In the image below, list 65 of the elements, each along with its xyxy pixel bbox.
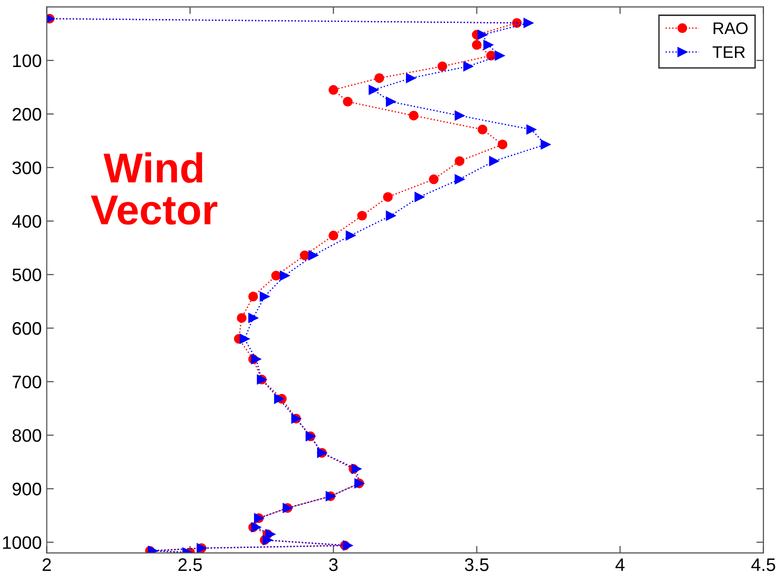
- x-tick-label: 2: [42, 558, 51, 571]
- point: [346, 230, 356, 240]
- point: [271, 270, 281, 281]
- point: [406, 73, 416, 83]
- point: [428, 174, 439, 184]
- point: [454, 156, 464, 166]
- y-tick-label: 1000: [3, 536, 42, 549]
- y-tick-label: 600: [12, 322, 42, 335]
- x-tick-label: 4.5: [751, 558, 776, 572]
- point: [483, 40, 494, 50]
- point: [374, 73, 384, 83]
- point: [386, 96, 396, 107]
- point: [486, 50, 496, 60]
- point: [357, 210, 367, 221]
- y-tick-label: 500: [12, 268, 42, 282]
- point: [274, 394, 284, 404]
- point: [494, 50, 505, 60]
- point: [383, 192, 393, 202]
- point: [248, 313, 258, 323]
- point: [489, 156, 499, 166]
- point: [265, 529, 276, 540]
- x-tick-label: 3.5: [464, 558, 489, 572]
- point: [526, 124, 536, 134]
- point: [342, 540, 353, 550]
- point: [240, 334, 250, 344]
- y-tick-label: 800: [12, 429, 42, 442]
- y-tick-label: 400: [12, 214, 42, 228]
- point: [251, 522, 261, 532]
- point: [408, 110, 419, 120]
- point: [472, 40, 482, 50]
- point: [454, 110, 464, 120]
- point: [280, 270, 290, 281]
- y-tick-label: 100: [13, 54, 42, 68]
- point: [414, 192, 424, 202]
- point: [478, 124, 488, 134]
- point: [328, 85, 338, 95]
- point: [437, 61, 448, 72]
- annotation: Wind Vector: [90, 152, 218, 225]
- point: [463, 61, 474, 72]
- point: [386, 210, 396, 221]
- point: [251, 354, 261, 364]
- point: [368, 85, 378, 95]
- point: [523, 18, 534, 28]
- y-tick-label: 900: [12, 482, 42, 496]
- legend-label: RAO: [714, 22, 748, 34]
- x-tick-label: 2.5: [178, 558, 202, 572]
- point: [351, 464, 362, 474]
- point: [342, 96, 353, 107]
- x-tick-label: 4: [615, 558, 625, 571]
- point: [300, 250, 310, 260]
- point: [540, 140, 550, 150]
- point: [328, 230, 338, 240]
- point: [236, 313, 247, 323]
- point: [498, 140, 508, 150]
- legend-label: TER: [712, 46, 745, 58]
- point: [262, 535, 272, 545]
- y-tick-label: 200: [12, 108, 42, 121]
- x-tick-label: 3: [329, 558, 338, 572]
- point: [308, 250, 318, 260]
- point: [248, 292, 258, 302]
- y-tick-label: 700: [12, 376, 42, 388]
- point: [454, 174, 464, 184]
- point: [478, 30, 488, 40]
- y-tick-label: 300: [12, 161, 42, 174]
- point: [260, 292, 270, 302]
